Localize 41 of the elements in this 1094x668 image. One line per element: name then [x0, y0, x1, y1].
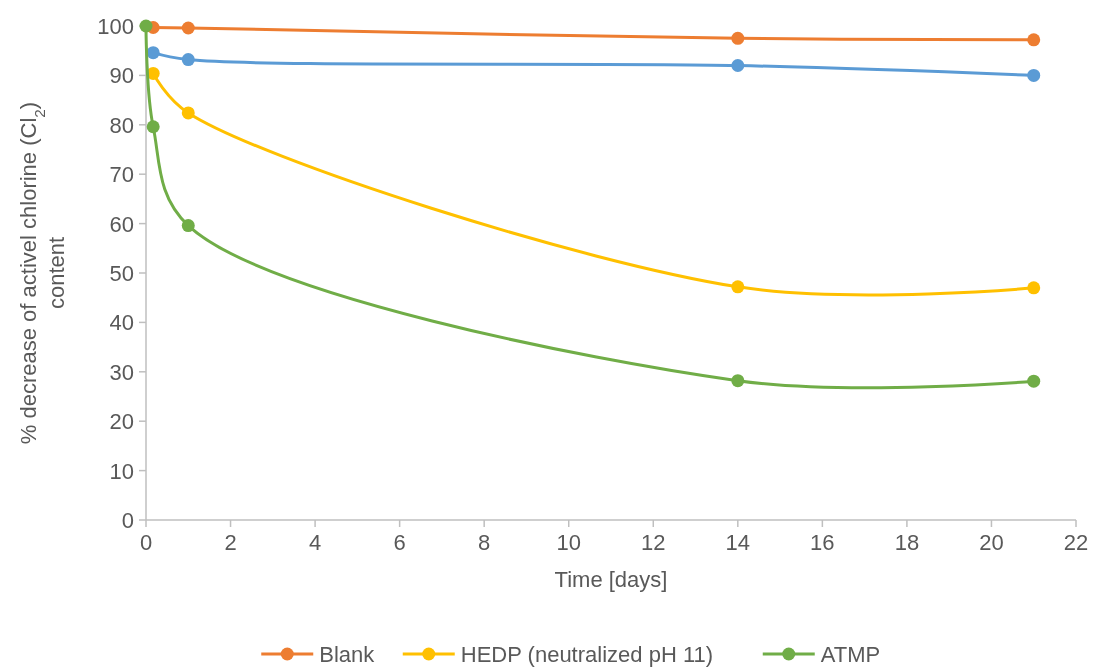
y-tick-label: 90: [109, 63, 134, 89]
legend-label: HEDP (neutralized pH 11): [460, 642, 714, 667]
y-tick-label: 100: [97, 14, 134, 39]
x-tick-label: 22: [1063, 530, 1089, 555]
y-tick-label: 40: [109, 310, 134, 336]
y-tick-label: 10: [109, 458, 134, 484]
point: [1027, 68, 1041, 82]
x-tick-label: 16: [810, 530, 835, 555]
x-tick-label: 10: [556, 530, 581, 555]
y-tick-label: 50: [109, 261, 134, 286]
x-tick-label: 14: [725, 530, 751, 555]
point: [1027, 281, 1041, 295]
point: [146, 46, 160, 60]
x-tick-label: 4: [308, 530, 322, 555]
point: [731, 280, 745, 294]
point: [1027, 374, 1041, 388]
x-tick-label: 18: [894, 530, 920, 555]
point: [731, 59, 745, 73]
point: [146, 120, 160, 134]
point: [1027, 33, 1041, 47]
y-tick-label: 20: [109, 409, 134, 435]
point: [181, 219, 195, 233]
legend-label: ATMP: [820, 642, 881, 667]
y-tick-label: 0: [121, 508, 134, 533]
point: [181, 106, 195, 120]
point: [181, 21, 195, 35]
y-tick-label: 80: [109, 112, 134, 138]
x-tick-label: 0: [139, 530, 153, 555]
x-tick-label: 8: [478, 530, 491, 555]
x-tick-label: 6: [393, 530, 406, 555]
x-tick-label: 12: [641, 530, 666, 555]
y-tick-label: 70: [109, 162, 134, 188]
y-tick-label: 30: [109, 359, 134, 385]
y-tick-label: 60: [109, 211, 134, 237]
point: [731, 374, 745, 388]
point: [181, 53, 195, 67]
point: [731, 31, 745, 45]
x-tick-label: 20: [979, 530, 1004, 555]
x-axis-title: Time [days]: [554, 567, 668, 592]
x-tick-label: 2: [224, 530, 237, 555]
legend-label: Blank: [319, 642, 376, 667]
